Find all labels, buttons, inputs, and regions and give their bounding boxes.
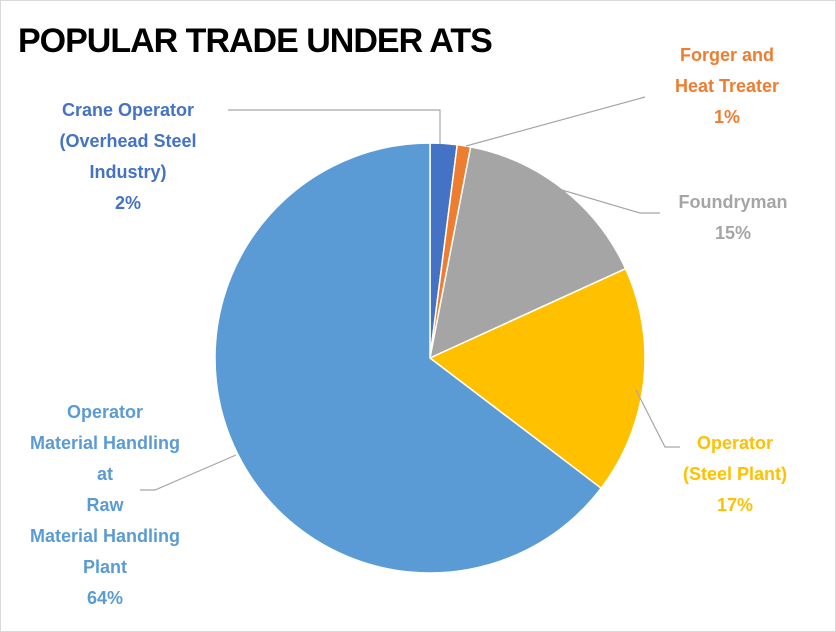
chart-title: POPULAR TRADE UNDER ATS	[18, 22, 493, 60]
slice-value-label: 1%	[713, 107, 740, 127]
leader-line	[635, 389, 680, 448]
pie-slice	[428, 267, 646, 490]
slice-value-label: 17%	[716, 495, 754, 515]
leader-line	[465, 96, 646, 147]
slice-value-label: 64%	[86, 588, 124, 608]
slice-value-label: 2%	[114, 193, 141, 213]
slice-label: Crane Operator (Overhead Steel Industry)…	[0, 95, 258, 219]
slice-label: Forger and Heat Treater 1%	[597, 40, 836, 133]
slice-category: Foundryman	[678, 192, 788, 212]
slice-label: Foundryman 15%	[603, 187, 836, 249]
leader-line	[561, 189, 660, 214]
slice-value-label: 15%	[714, 223, 752, 243]
slice-category: Crane Operator (Overhead Steel Industry)	[59, 100, 197, 182]
pie-slice	[428, 146, 627, 360]
leader-line	[140, 454, 237, 491]
slice-category: Operator (Steel Plant)	[682, 433, 788, 484]
pie-slice	[214, 142, 603, 574]
slice-label: Operator (Steel Plant) 17%	[605, 428, 836, 521]
leader-line	[228, 109, 441, 144]
slice-category: Forger and Heat Treater	[674, 45, 780, 96]
slice-category: Operator Material Handling at Raw Materi…	[29, 402, 181, 577]
slice-label: Operator Material Handling at Raw Materi…	[0, 397, 235, 614]
